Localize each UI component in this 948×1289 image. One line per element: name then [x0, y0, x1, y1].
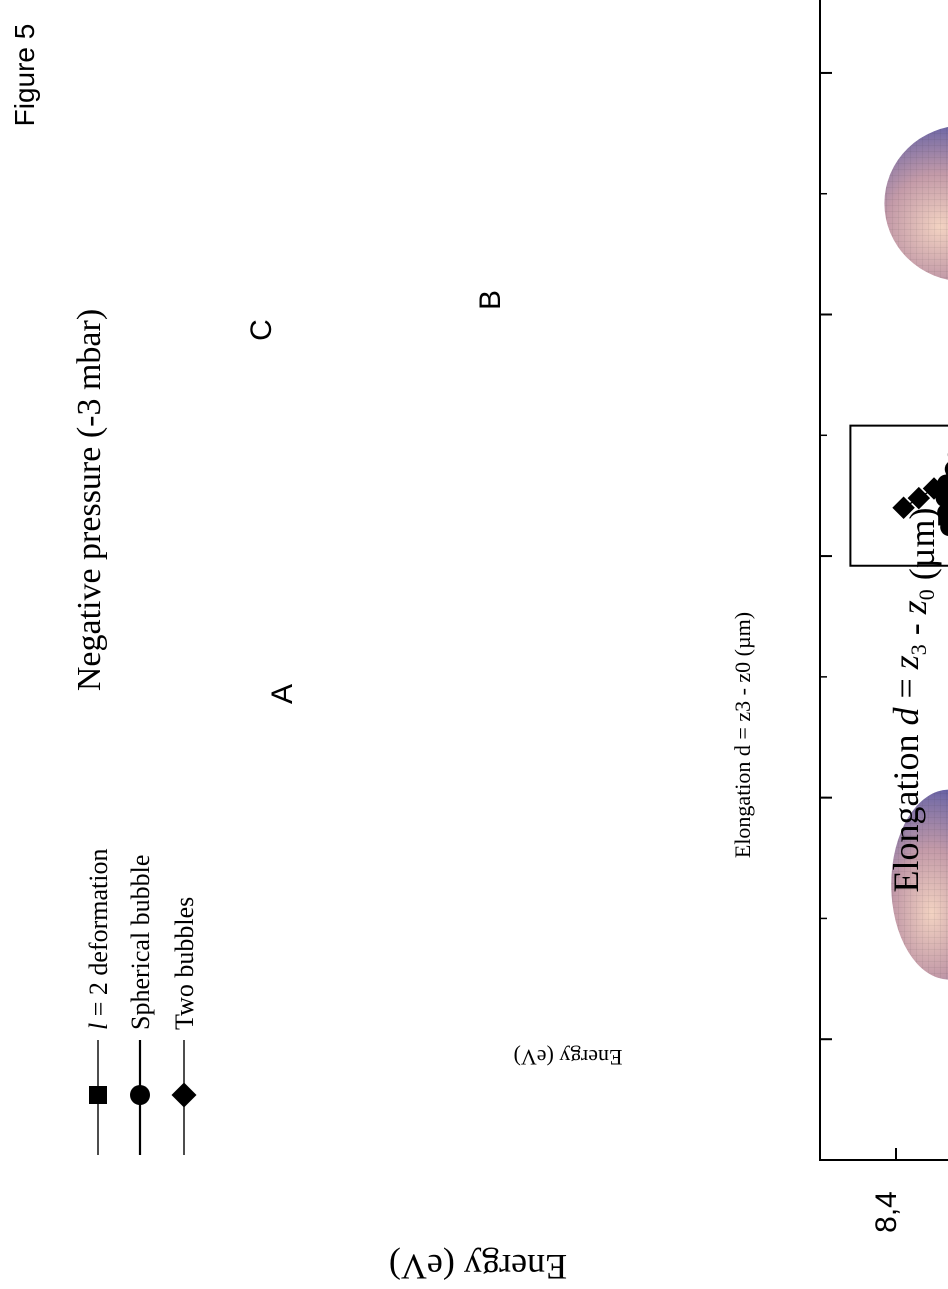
data-point — [940, 518, 948, 537]
spherical-bubble-icon-mesh — [884, 125, 948, 282]
annotation-label: A — [266, 684, 299, 704]
legend-marker — [89, 1086, 107, 1104]
data-point — [937, 503, 948, 522]
legend-label: Two bubbles — [170, 897, 199, 1030]
legend-marker — [130, 1085, 150, 1105]
figure-label: Figure 5 — [9, 24, 40, 127]
legend-label: Spherical bubble — [126, 855, 155, 1030]
annotation-label: C — [245, 319, 278, 341]
x-axis-title: Elongation d = z3 - z0 (µm) — [886, 507, 942, 892]
data-point — [935, 489, 948, 508]
plot-frame — [819, 0, 948, 1161]
zoom-box — [849, 424, 948, 567]
inset-x-axis-title: Elongation d = z3 - z0 (µm) — [730, 612, 755, 858]
annotation-label: Negative pressure (-3 mbar) — [71, 309, 108, 691]
elongated-bubble-icon-mesh — [891, 789, 948, 980]
y-tick-label: 8,4 — [870, 1191, 903, 1233]
data-point — [922, 477, 946, 500]
legend-label: l = 2 deformation — [84, 849, 113, 1030]
legend-marker — [171, 1082, 197, 1108]
inset-y-axis-title: Energy (eV) — [514, 1045, 623, 1070]
series-line — [903, 0, 948, 509]
y-axis-title: Energy (eV) — [389, 1247, 567, 1287]
annotation-label: B — [474, 290, 507, 310]
